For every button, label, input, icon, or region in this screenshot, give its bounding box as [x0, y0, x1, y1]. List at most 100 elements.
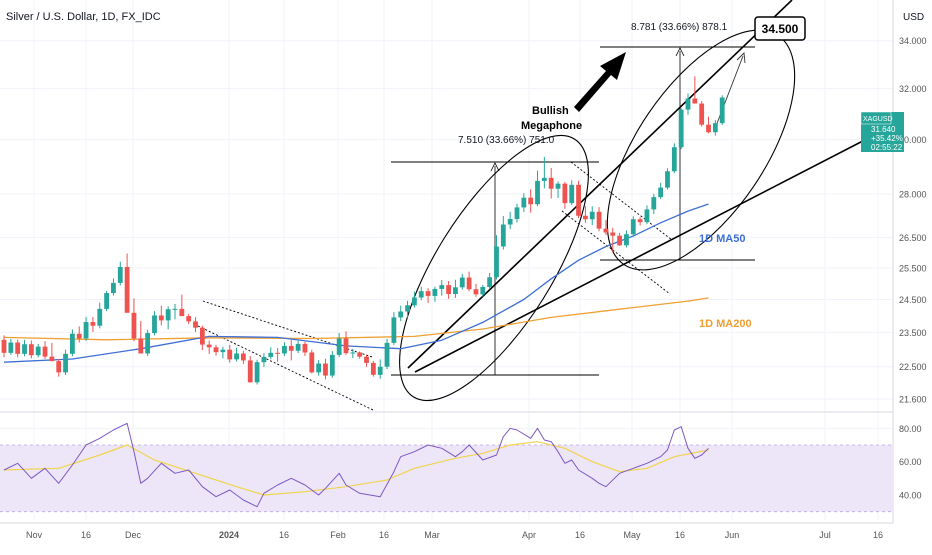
target-callout[interactable]: 34.500 [754, 16, 806, 41]
candle-body [603, 228, 609, 233]
candle-body [521, 197, 527, 208]
candle-body [28, 344, 34, 356]
rsi-indicator [3, 422, 709, 508]
time-tick-label: 16 [675, 530, 685, 540]
candle-body [712, 123, 718, 133]
time-tick-label: Nov [26, 530, 43, 540]
time-tick-label: Mar [424, 530, 440, 540]
candle-body [309, 352, 315, 373]
candle-body [282, 345, 287, 354]
candle-body [199, 327, 205, 345]
candle-body [124, 266, 130, 313]
moving-averages [3, 203, 709, 363]
candle-body [206, 344, 212, 348]
candle-body [213, 347, 219, 353]
price-axis[interactable]: 34.000 32.000 30.000 28.000 26.500 25.500 24.5… [899, 36, 927, 500]
target-text: 34.500 [762, 22, 799, 36]
pattern-label-line1: Bullish [532, 105, 569, 117]
candle-body [665, 171, 670, 188]
candle-body [83, 322, 89, 339]
candle-body [70, 333, 75, 354]
candle-body [446, 285, 451, 295]
time-tick-label: 2024 [219, 530, 239, 540]
candle-body [56, 361, 62, 373]
candle-body [370, 362, 376, 375]
candle-body [398, 311, 404, 318]
ma200-label: 1D MA200 [699, 318, 752, 330]
price-tick-label: 25.500 [899, 263, 927, 273]
time-tick-label: May [623, 530, 641, 540]
candle-body [329, 354, 335, 376]
ellipse-second-leg [606, 29, 796, 271]
candle-body [111, 282, 116, 294]
candle-body [138, 338, 144, 354]
candle-body [617, 235, 622, 246]
candle-body [514, 207, 520, 219]
candle-body [336, 338, 342, 355]
candle-body [589, 211, 595, 220]
candle-body [507, 218, 513, 225]
rsi-tick-label: 40.00 [899, 491, 922, 501]
time-tick-label: 16 [81, 530, 91, 540]
candles [1, 76, 725, 385]
flag-dotted-upper [570, 161, 673, 241]
price-tick-label: 32.000 [899, 84, 927, 94]
candle-body [302, 343, 308, 353]
megaphone-lower-trendline [414, 127, 889, 373]
candle-body [364, 356, 369, 363]
candle-body [22, 344, 27, 354]
candle-body [699, 103, 705, 125]
candle-body [685, 98, 691, 110]
candle-body [630, 219, 636, 235]
candle-body [692, 98, 698, 104]
candle-body [227, 349, 233, 360]
candle-body [295, 343, 301, 351]
target-box [754, 16, 806, 41]
candle-body [459, 277, 465, 288]
candle-body [15, 342, 21, 354]
candle-body [555, 183, 561, 189]
drawings [197, 0, 889, 411]
rsi-ma-line [3, 441, 709, 496]
candle-body [377, 366, 383, 375]
candle-body [583, 215, 588, 220]
candle-body [384, 342, 390, 367]
price-tick-label: 24.500 [899, 295, 927, 305]
candle-body [241, 353, 246, 361]
candle-body [678, 109, 684, 148]
candle-body [671, 147, 677, 172]
candle-body [186, 316, 192, 322]
time-tick-label: Jun [725, 530, 740, 540]
price-tick-label: 34.000 [899, 36, 927, 46]
price-badge-price: 31.640 [871, 125, 896, 134]
candle-body [548, 177, 554, 189]
time-tick-label: 16 [575, 530, 585, 540]
time-tick-label: 16 [379, 530, 389, 540]
time-axis[interactable]: Nov 16 Dec 2024 16 Feb 16 Mar Apr 16 May 16 Jun Jul 16 [26, 530, 883, 540]
candle-body [275, 352, 280, 354]
candle-body [97, 308, 103, 326]
candle-body [706, 124, 711, 133]
candle-body [405, 305, 410, 312]
candle-body [131, 312, 137, 339]
candle-body [562, 183, 568, 204]
currency-label: USD [903, 12, 924, 23]
candle-body [247, 360, 253, 383]
candle-body [494, 246, 499, 278]
candle-body [1, 339, 7, 353]
candle-body [42, 346, 48, 357]
pattern-label-line2: Megaphone [521, 120, 582, 132]
time-tick-label: 16 [873, 530, 883, 540]
candle-body [658, 187, 664, 198]
price-badge-symbol-box [860, 111, 892, 125]
ma200-line [3, 297, 709, 341]
measure1-arrow-head-icon [490, 162, 500, 172]
ma50-line [3, 203, 709, 363]
candle-body [624, 234, 629, 246]
flag-dotted-lower [561, 210, 671, 295]
price-tick-label: 21.600 [899, 395, 927, 405]
candle-body [596, 211, 602, 229]
candle-body [453, 287, 458, 295]
